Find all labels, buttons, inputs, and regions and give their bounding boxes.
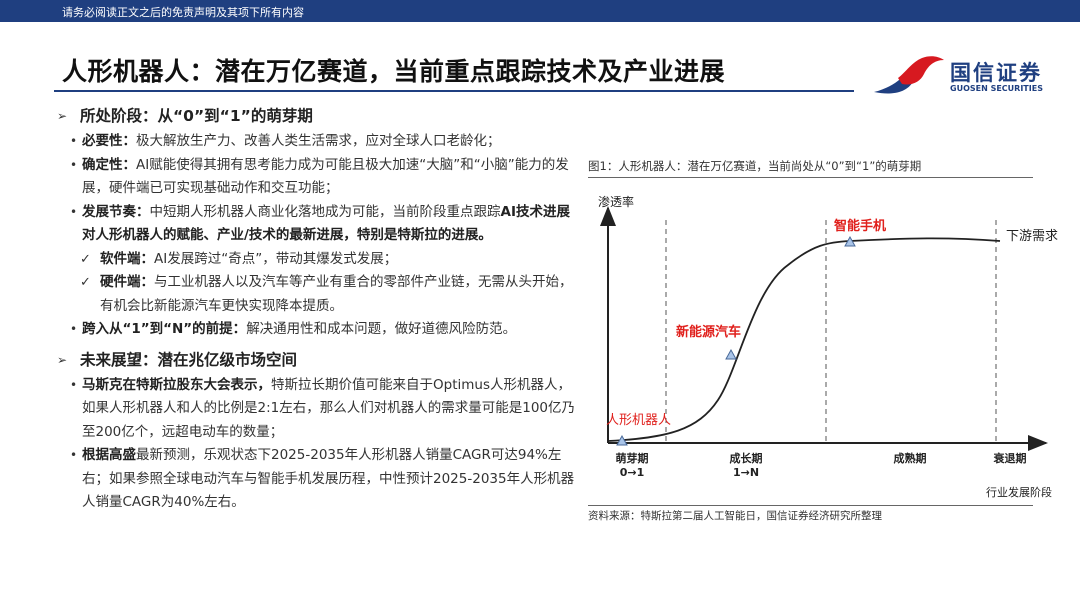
guosen-logo: 国信证券 GUOSEN SECURITIES	[872, 52, 1072, 98]
industry-stage-chart: 渗透率 行业发展阶段 人形机器人 新能源汽车 智能手机 下游需求 萌芽期 0→1…	[598, 194, 1058, 499]
figure-bottom-rule	[588, 505, 1033, 506]
bullet-dot-icon: •	[70, 377, 78, 392]
logo-chinese-name: 国信证券	[950, 61, 1042, 85]
bullet-dot-icon: •	[70, 322, 78, 336]
list-item: • 确定性：AI赋能使得其拥有思考能力成为可能且极大加速“大脑”和“小脑”能力的…	[54, 154, 579, 201]
title-divider	[54, 90, 854, 92]
list-item: • 跨入从“1”到“N”的前提：解决通用性和成本问题，做好道德风险防范。	[54, 318, 579, 342]
stage-sublabel: 0→1	[620, 466, 645, 479]
bullet-dot-icon: •	[70, 448, 78, 462]
stage-label: 萌芽期	[616, 451, 649, 465]
arrow-bullet-icon: ➢	[57, 352, 68, 367]
stage-label: 衰退期	[993, 451, 1027, 465]
disclaimer-text: 请务必阅读正文之后的免责声明及其项下所有内容	[62, 6, 304, 19]
annotation-smartphone: 智能手机	[834, 218, 886, 234]
checkmark-icon: ✓	[80, 275, 91, 290]
figure-caption: 图1：人形机器人：潜在万亿赛道，当前尚处从“0”到“1”的萌芽期	[588, 159, 922, 173]
bullet-dot-icon: •	[70, 157, 78, 172]
figure-source: 资料来源：特斯拉第二届人工智能日，国信证券经济研究所整理	[588, 510, 882, 522]
bullet-dot-icon: •	[70, 134, 78, 148]
logo-mark-icon	[874, 56, 944, 94]
sub-list-item: ✓ 软件端：AI发展跨过“奇点”，带动其爆发式发展；	[54, 248, 579, 272]
page-title: 人形机器人：潜在万亿赛道，当前重点跟踪技术及产业进展	[62, 57, 726, 86]
stage-marker-triangle	[616, 434, 628, 446]
annotation-downstream-demand: 下游需求	[1006, 229, 1058, 244]
x-axis-label: 行业发展阶段	[986, 485, 1052, 499]
section-heading-outlook: ➢ 未来展望：潜在兆亿级市场空间	[54, 348, 579, 372]
bullet-dot-icon: •	[70, 204, 78, 219]
arrow-bullet-icon: ➢	[57, 109, 68, 123]
top-disclaimer-bar: 请务必阅读正文之后的免责声明及其项下所有内容	[0, 0, 1080, 22]
left-text-column: ➢ 所处阶段：从“0”到“1”的萌芽期 • 必要性：极大解放生产力、改善人类生活…	[54, 104, 579, 515]
list-item: • 必要性：极大解放生产力、改善人类生活需求，应对全球人口老龄化；	[54, 130, 579, 154]
list-item: • 发展节奏：中短期人形机器人商业化落地成为可能，当前阶段重点跟踪AI技术进展对…	[54, 201, 579, 248]
sub-list-item: ✓ 硬件端：与工业机器人以及汽车等产业有重合的零部件产业链，无需从头开始，有机会…	[54, 271, 579, 318]
stage-marker-triangle	[725, 348, 737, 360]
section-heading-stage: ➢ 所处阶段：从“0”到“1”的萌芽期	[54, 104, 579, 128]
y-axis-label: 渗透率	[598, 194, 634, 209]
stage-marker-triangle	[844, 235, 856, 247]
stage-sublabel: 1→N	[733, 466, 759, 479]
stage-label: 成熟期	[894, 451, 927, 465]
stage-label: 成长期	[730, 451, 763, 465]
figure-top-rule	[588, 177, 1033, 178]
penetration-curve	[607, 237, 1001, 442]
list-item: • 根据高盛最新预测，乐观状态下2025-2035年人形机器人销量CAGR可达9…	[54, 444, 579, 515]
annotation-new-energy-vehicle: 新能源汽车	[676, 324, 741, 340]
logo-english-name: GUOSEN SECURITIES	[950, 84, 1043, 93]
annotation-humanoid-robot: 人形机器人	[606, 413, 671, 428]
checkmark-icon: ✓	[80, 251, 91, 267]
list-item: • 马斯克在特斯拉股东大会表示，特斯拉长期价值可能来自于Optimus人形机器人…	[54, 374, 579, 445]
